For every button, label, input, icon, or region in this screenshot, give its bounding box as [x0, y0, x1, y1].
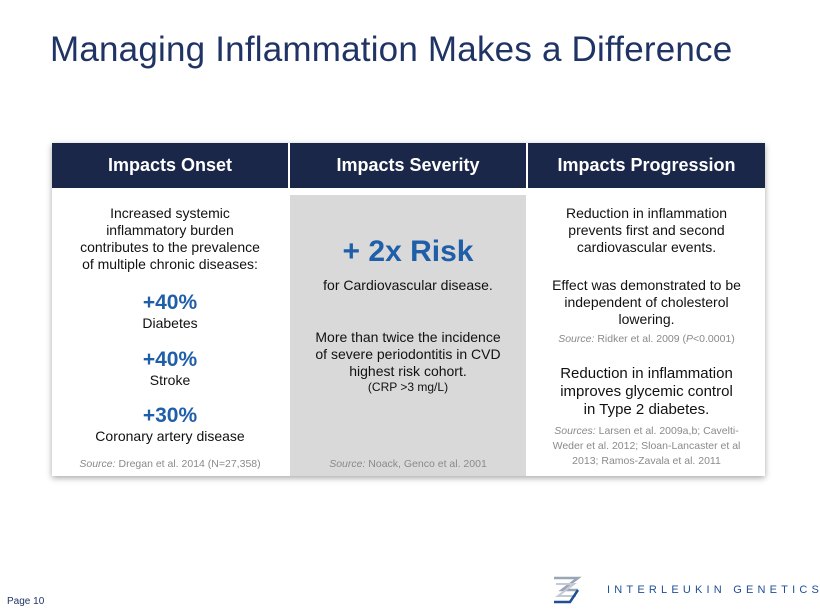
source-label: Source:: [558, 333, 595, 345]
onset-source: Source: Dregan et al. 2014 (N=27,358): [52, 457, 288, 472]
progression-para3: Reduction in inflammation improves glyce…: [528, 365, 765, 419]
progression-line: Reduction in inflammation: [560, 365, 733, 382]
brand-name: INTERLEUKIN GENETICS: [607, 584, 820, 596]
severity-column: + 2x Risk for Cardiovascular disease. Mo…: [290, 195, 526, 476]
stat-label: Coronary artery disease: [95, 428, 245, 444]
progression-para2: Effect was demonstrated to be independen…: [528, 277, 765, 328]
stat-value: +40%: [142, 291, 198, 314]
progression-line: prevents first and second: [568, 222, 725, 238]
source-label: Source:: [329, 458, 366, 470]
onset-column: Increased systemic inflammatory burden c…: [52, 195, 288, 476]
onset-intro: Increased systemic inflammatory burden c…: [52, 205, 288, 273]
progression-line: independent of cholesterol: [564, 294, 729, 310]
progression-line: in Type 2 diabetes.: [583, 401, 710, 418]
progression-column: Reduction in inflammation prevents first…: [528, 195, 765, 476]
progression-line: cardiovascular events.: [576, 239, 717, 255]
header-impacts-severity: Impacts Severity: [290, 143, 526, 188]
header-impacts-onset: Impacts Onset: [52, 143, 288, 188]
source-p: P: [686, 333, 694, 345]
stat-diabetes: +40% Diabetes: [52, 291, 288, 332]
severity-detail: More than twice the incidence of severe …: [290, 329, 526, 395]
source-text: <0.0001): [693, 333, 735, 345]
severity-headline: + 2x Risk: [342, 235, 474, 268]
page-title: Managing Inflammation Makes a Difference: [50, 30, 733, 69]
stat-coronary: +30% Coronary artery disease: [52, 404, 288, 445]
page-number: Page 10: [7, 596, 44, 607]
severity-subline: for Cardiovascular disease.: [323, 277, 493, 293]
stat-value: +40%: [142, 348, 198, 371]
severity-detail-line: More than twice the incidence: [315, 329, 501, 345]
severity-note: (CRP >3 mg/L): [367, 380, 449, 394]
progression-line: lowering.: [618, 311, 675, 327]
progression-line: Effect was demonstrated to be: [552, 277, 741, 293]
source-label: Source:: [79, 458, 116, 470]
progression-line: improves glycemic control: [560, 383, 733, 400]
progression-line: Reduction in inflammation: [565, 205, 728, 221]
header-impacts-progression: Impacts Progression: [528, 143, 765, 188]
page-label: Page: [7, 596, 31, 607]
comparison-table: Impacts Onset Impacts Severity Impacts P…: [52, 143, 765, 476]
stat-stroke: +40% Stroke: [52, 348, 288, 389]
onset-intro-line: inflammatory burden: [106, 222, 234, 238]
source-text: Larsen et al. 2009a,b; Cavelti-: [598, 425, 739, 437]
source-text: 2013; Ramos-Zavala et al. 2011: [572, 455, 721, 467]
severity-source: Source: Noack, Genco et al. 2001: [290, 457, 526, 472]
onset-intro-line: of multiple chronic diseases:: [82, 256, 258, 272]
stat-label: Stroke: [149, 372, 191, 388]
source-text: Noack, Genco et al. 2001: [368, 458, 487, 470]
progression-para1: Reduction in inflammation prevents first…: [528, 205, 765, 256]
severity-detail-line: highest risk cohort.: [349, 363, 467, 379]
stat-value: +30%: [142, 404, 198, 427]
severity-detail-line: of severe periodontitis in CVD: [315, 346, 501, 362]
interleukin-logo-icon: [554, 576, 582, 604]
progression-source2: Sources: Larsen et al. 2009a,b; Cavelti-…: [528, 424, 765, 469]
page-number-value: 10: [33, 596, 45, 607]
onset-intro-line: Increased systemic: [110, 205, 230, 221]
progression-source1: Source: Ridker et al. 2009 (P<0.0001): [528, 332, 765, 347]
source-text: Weder et al. 2012; Sloan-Lancaster et al: [552, 440, 741, 452]
stat-label: Diabetes: [142, 315, 198, 331]
source-text: Ridker et al. 2009 (: [597, 333, 687, 345]
source-label: Sources:: [554, 425, 596, 437]
onset-intro-line: contributes to the prevalence: [80, 239, 260, 255]
source-text: Dregan et al. 2014 (N=27,358): [118, 458, 261, 470]
